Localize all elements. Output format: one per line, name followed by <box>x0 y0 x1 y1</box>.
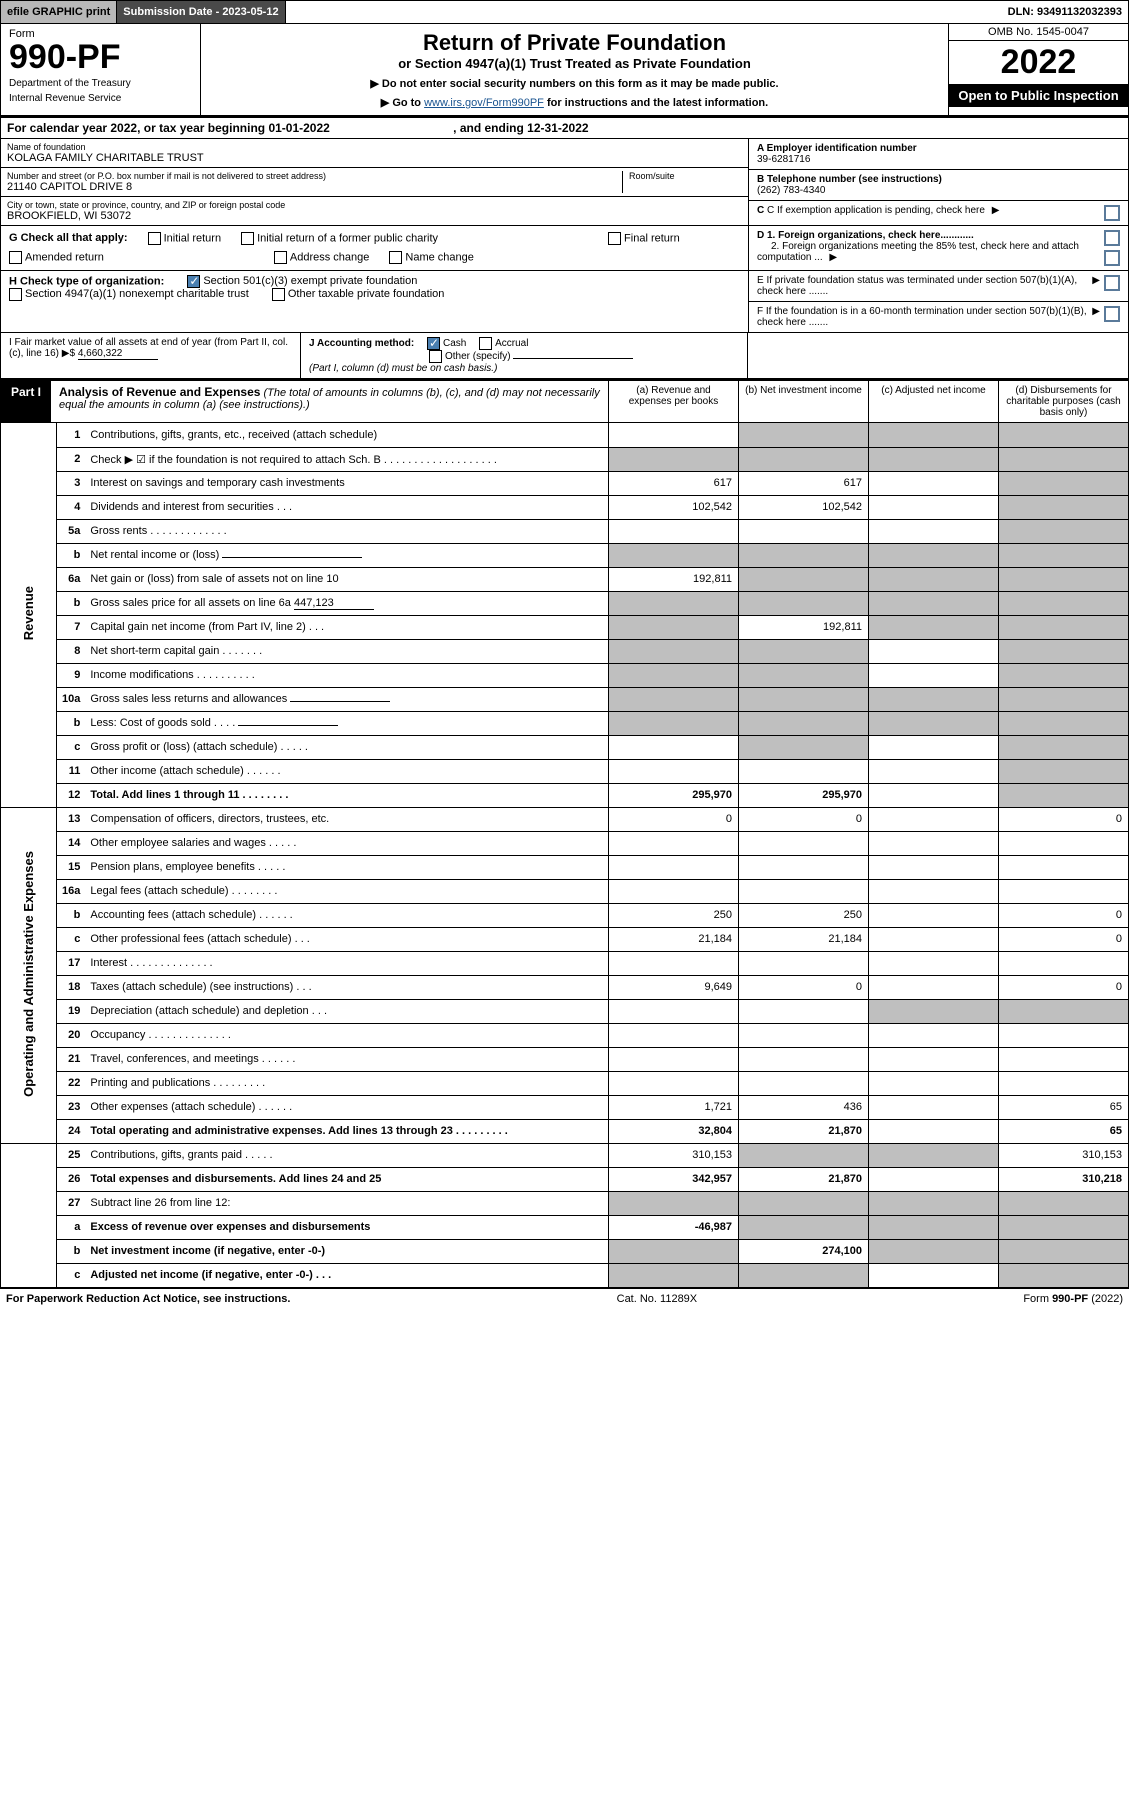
section-ij: I Fair market value of all assets at end… <box>0 333 1129 379</box>
name-change-checkbox[interactable] <box>389 251 402 264</box>
expenses-label: Operating and Administrative Expenses <box>21 851 36 1097</box>
address-change-checkbox[interactable] <box>274 251 287 264</box>
name-label: Name of foundation <box>7 142 742 152</box>
paperwork-notice: For Paperwork Reduction Act Notice, see … <box>6 1293 290 1305</box>
col-b-header: (b) Net investment income <box>738 381 868 422</box>
part1-table: Revenue 1Contributions, gifts, grants, e… <box>0 423 1129 1288</box>
open-inspection: Open to Public Inspection <box>949 84 1128 107</box>
final-return-checkbox[interactable] <box>608 232 621 245</box>
4947-checkbox[interactable] <box>9 288 22 301</box>
j-note: (Part I, column (d) must be on cash basi… <box>309 363 497 374</box>
i-fmv-value: 4,660,322 <box>78 348 158 360</box>
cat-number: Cat. No. 11289X <box>617 1293 698 1305</box>
amended-return-checkbox[interactable] <box>9 251 22 264</box>
ein-label: A Employer identification number <box>757 143 917 154</box>
accrual-checkbox[interactable] <box>479 337 492 350</box>
note-goto: ▶ Go to www.irs.gov/Form990PF for instru… <box>211 96 938 109</box>
c-checkbox[interactable] <box>1104 205 1120 221</box>
form-header: Form 990-PF Department of the Treasury I… <box>0 24 1129 116</box>
page-footer: For Paperwork Reduction Act Notice, see … <box>0 1288 1129 1309</box>
phone-label: B Telephone number (see instructions) <box>757 174 942 185</box>
addr-label: Number and street (or P.O. box number if… <box>7 171 622 181</box>
street-address: 21140 CAPITOL DRIVE 8 <box>7 181 622 193</box>
revenue-label: Revenue <box>21 586 36 640</box>
c-exemption: C C If exemption application is pending,… <box>757 205 1003 216</box>
form-number: 990-PF <box>9 40 192 74</box>
foundation-name: KOLAGA FAMILY CHARITABLE TRUST <box>7 152 742 164</box>
501c3-checkbox[interactable] <box>187 275 200 288</box>
dln: DLN: 93491132032393 <box>1002 1 1128 23</box>
city-label: City or town, state or province, country… <box>7 200 742 210</box>
tax-year: 2022 <box>949 41 1128 84</box>
part1-title: Analysis of Revenue and Expenses <box>59 385 260 399</box>
irs-label: Internal Revenue Service <box>9 93 192 104</box>
col-a-header: (a) Revenue and expenses per books <box>608 381 738 422</box>
j-label: J Accounting method: <box>309 338 414 349</box>
f-60month: F If the foundation is in a 60-month ter… <box>757 306 1088 328</box>
e-checkbox[interactable] <box>1104 275 1120 291</box>
g-label: G Check all that apply: <box>9 232 128 244</box>
h-label: H Check type of organization: <box>9 275 164 287</box>
initial-return-checkbox[interactable] <box>148 232 161 245</box>
omb-number: OMB No. 1545-0047 <box>949 24 1128 41</box>
phone-value: (262) 783-4340 <box>757 185 825 196</box>
room-label: Room/suite <box>629 171 742 181</box>
col-d-header: (d) Disbursements for charitable purpose… <box>998 381 1128 422</box>
initial-former-checkbox[interactable] <box>241 232 254 245</box>
d-foreign: D 1. Foreign organizations, check here..… <box>757 230 1104 263</box>
efile-label: efile GRAPHIC print <box>1 1 117 23</box>
calendar-year-row: For calendar year 2022, or tax year begi… <box>0 116 1129 139</box>
part1-header: Part I Analysis of Revenue and Expenses … <box>0 379 1129 423</box>
part1-label: Part I <box>1 381 51 422</box>
d1-checkbox[interactable] <box>1104 230 1120 246</box>
form990pf-link[interactable]: www.irs.gov/Form990PF <box>424 97 544 109</box>
form-ref: Form 990-PF (2022) <box>1023 1293 1123 1305</box>
d2-checkbox[interactable] <box>1104 250 1120 266</box>
topbar: efile GRAPHIC print Submission Date - 20… <box>0 0 1129 24</box>
col-c-header: (c) Adjusted net income <box>868 381 998 422</box>
city-state-zip: BROOKFIELD, WI 53072 <box>7 210 742 222</box>
f-checkbox[interactable] <box>1104 306 1120 322</box>
cash-checkbox[interactable] <box>427 337 440 350</box>
e-terminated: E If private foundation status was termi… <box>757 275 1088 297</box>
dept-treasury: Department of the Treasury <box>9 78 192 89</box>
submission-date: Submission Date - 2023-05-12 <box>117 1 285 23</box>
form-subtitle: or Section 4947(a)(1) Trust Treated as P… <box>211 56 938 71</box>
form-title: Return of Private Foundation <box>211 30 938 56</box>
other-taxable-checkbox[interactable] <box>272 288 285 301</box>
ein-value: 39-6281716 <box>757 154 810 165</box>
entity-info: Name of foundation KOLAGA FAMILY CHARITA… <box>0 139 1129 333</box>
other-method-checkbox[interactable] <box>429 350 442 363</box>
note-ssn: ▶ Do not enter social security numbers o… <box>211 77 938 90</box>
